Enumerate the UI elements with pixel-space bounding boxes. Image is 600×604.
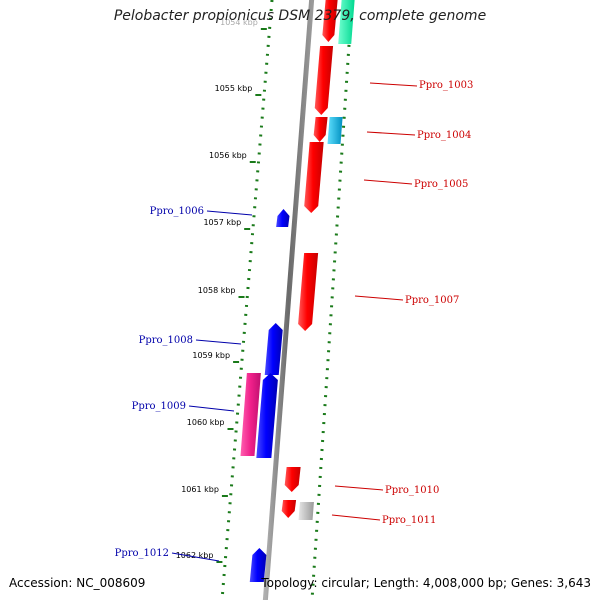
- gene-arrow-ppro-1009: [256, 373, 278, 458]
- accession-text: Accession: NC_008609: [9, 576, 146, 590]
- leader-line-ppro-1008: [195, 339, 242, 345]
- genome-axis: [262, 0, 315, 604]
- map-title: Pelobacter propionicus DSM 2379, complet…: [113, 8, 487, 24]
- leader-line-ppro-1006: [206, 210, 253, 216]
- kbp-tick-label: 1056 kbp: [209, 151, 247, 160]
- track-dotted-line-1: [220, 0, 274, 601]
- gene-label-ppro-1007[interactable]: Ppro_1007: [405, 295, 459, 306]
- gene-label-ppro-1011[interactable]: Ppro_1011: [382, 515, 436, 526]
- track-dotted-line-2: [310, 0, 354, 601]
- gene-label-ppro-1010[interactable]: Ppro_1010: [385, 485, 439, 496]
- gene-block-teal: [338, 0, 355, 44]
- leader-line-ppro-1012: [171, 552, 220, 562]
- gene-arrow-ppro-1007: [298, 253, 319, 331]
- leader-line-ppro-1011: [331, 514, 381, 521]
- gene-block-grey: [298, 502, 314, 520]
- gene-label-ppro-1003[interactable]: Ppro_1003: [419, 80, 473, 91]
- gene-label-ppro-1004[interactable]: Ppro_1004: [417, 130, 471, 141]
- gene-label-ppro-1005[interactable]: Ppro_1005: [414, 179, 468, 190]
- gene-arrow-ppro-1004: [313, 117, 328, 142]
- gene-label-ppro-1012[interactable]: Ppro_1012: [115, 548, 169, 559]
- gene-arrow-ppro-1002: [322, 0, 338, 42]
- kbp-tick-label: 1062 kbp: [176, 551, 214, 560]
- gene-arrow-ppro-1006: [276, 209, 290, 227]
- kbp-tick-label: 1061 kbp: [181, 485, 219, 494]
- gene-block-pink: [240, 373, 261, 456]
- leader-line-ppro-1007: [354, 295, 404, 301]
- leader-line-ppro-1010: [334, 485, 384, 491]
- gene-arrow-ppro-1003: [314, 46, 334, 115]
- gene-arrow-ppro-1012: [249, 548, 267, 582]
- gene-label-ppro-1008[interactable]: Ppro_1008: [139, 335, 193, 346]
- gene-arrow-ppro-1011: [281, 500, 297, 518]
- leader-line-ppro-1004: [366, 131, 416, 136]
- leader-line-ppro-1009: [188, 405, 235, 412]
- gene-arrow-ppro-1005: [304, 142, 324, 213]
- gene-block-cyan: [327, 117, 343, 144]
- gene-label-ppro-1009[interactable]: Ppro_1009: [132, 401, 186, 412]
- kbp-tick-label: 1055 kbp: [215, 84, 253, 93]
- gene-arrow-ppro-1010: [284, 467, 301, 492]
- kbp-tick-label: 1054 kbp: [220, 18, 258, 27]
- leader-line-ppro-1005: [363, 179, 413, 185]
- kbp-tick-label: 1059 kbp: [192, 351, 230, 360]
- genome-summary-text: Topology: circular; Length: 4,008,000 bp…: [261, 576, 591, 590]
- kbp-tick-label: 1057 kbp: [203, 218, 241, 227]
- gene-arrow-ppro-1008: [264, 323, 283, 375]
- gene-label-ppro-1006[interactable]: Ppro_1006: [150, 206, 204, 217]
- kbp-tick-label: 1058 kbp: [198, 286, 236, 295]
- kbp-tick-label: 1060 kbp: [187, 418, 225, 427]
- leader-line-ppro-1003: [369, 82, 418, 87]
